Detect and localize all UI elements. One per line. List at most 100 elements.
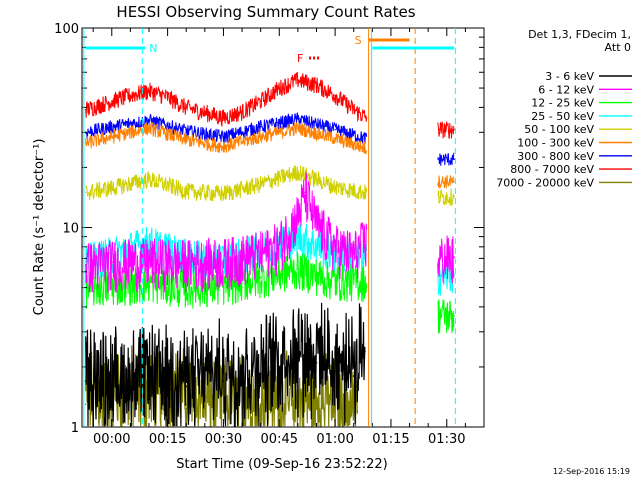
y-tick-label: 10 [62,222,79,237]
data-point [148,89,150,92]
data-point [334,128,336,131]
data-point [438,312,441,315]
data-point [185,385,187,388]
series-line [85,302,366,427]
series-line [85,172,455,293]
data-point [185,106,187,109]
data-point [259,136,262,138]
data-point [297,171,299,173]
x-tick-label: 01:30 [428,432,465,447]
data-point [259,183,262,185]
legend-entry-label: 800 - 7000 keV [510,163,594,176]
data-point [111,187,113,189]
data-point [304,191,307,194]
data-point [453,315,456,317]
data-point [148,127,150,129]
data-point [297,127,299,129]
data-point [297,354,299,356]
legend-entry-label: 25 - 50 keV [531,110,594,123]
data-point [84,108,87,111]
data-point [222,192,225,195]
plot-data-layer [84,72,456,427]
x-tick-label: 00:15 [149,432,186,447]
data-point [315,83,318,86]
legend-entry-label: 300 - 800 keV [517,150,594,163]
legend-title: Det 1,3, FDecim 1, [528,28,631,41]
series-line [85,72,455,140]
data-point [111,125,113,128]
footer-timestamp: 12-Sep-2016 15:19 [553,467,630,476]
data-point [148,380,150,382]
data-point [334,246,336,248]
data-point [222,116,225,119]
legend-entry-label: 7000 - 20000 keV [496,176,594,189]
series-line [85,251,455,334]
data-point [148,281,150,284]
series-3-6-kev [84,302,366,427]
data-point [278,243,281,246]
data-point [297,214,299,217]
data-point [259,276,262,279]
legend-entry-label: 50 - 100 keV [524,123,594,136]
data-point [438,196,441,198]
series-line [85,165,455,206]
data-point [364,115,366,118]
data-point [84,403,87,406]
y-tick-label: 100 [54,22,79,37]
legend-entry-label: 3 - 6 keV [545,70,594,83]
series-300-800-kev [84,112,456,166]
data-point [111,261,113,264]
data-point [259,375,262,377]
data-point [222,285,225,287]
legend-entry-label: 12 - 25 keV [531,97,594,110]
series-line [85,121,455,189]
x-tick-label: 00:30 [205,432,242,447]
data-point [148,260,150,262]
data-point [364,137,366,140]
data-point [297,118,299,120]
legend-title: Att 0 [605,41,631,54]
series-50-100-kev [84,165,456,206]
data-point [352,375,355,377]
chart-title: HESSI Observing Summary Count Rates [116,3,415,21]
legend-entry-label: 100 - 300 keV [517,137,594,150]
data-point [185,261,187,264]
data-point [84,264,87,266]
saa-label: S [355,34,362,47]
data-point [334,94,336,97]
data-point [364,240,366,243]
data-point [278,366,281,368]
series-800-7000-kev [84,72,456,140]
data-point [259,403,262,406]
data-point [111,385,113,388]
y-axis-label: Count Rate (s⁻¹ detector⁻¹) [32,139,47,316]
data-point [166,385,169,388]
data-point [84,260,87,262]
data-point [129,385,132,388]
data-point [222,145,225,148]
data-point [111,136,113,138]
data-point [148,241,150,244]
x-tick-label: 00:00 [93,432,130,447]
data-point [352,108,355,111]
data-point [259,252,262,255]
data-point [453,256,456,259]
data-point [148,178,150,180]
data-point [111,100,113,102]
data-point [84,191,87,194]
x-tick-label: 01:15 [372,432,409,447]
series-100-300-kev [84,121,456,189]
data-point [185,190,187,192]
x-tick-label: 00:45 [261,432,298,447]
flare-label: F [297,52,303,65]
data-point [334,280,336,282]
data-point [111,285,113,287]
data-point [84,142,87,144]
data-point [453,180,456,183]
x-tick-label: 01:00 [316,432,353,447]
data-point [84,380,87,382]
data-point [438,257,441,260]
data-point [185,130,187,132]
